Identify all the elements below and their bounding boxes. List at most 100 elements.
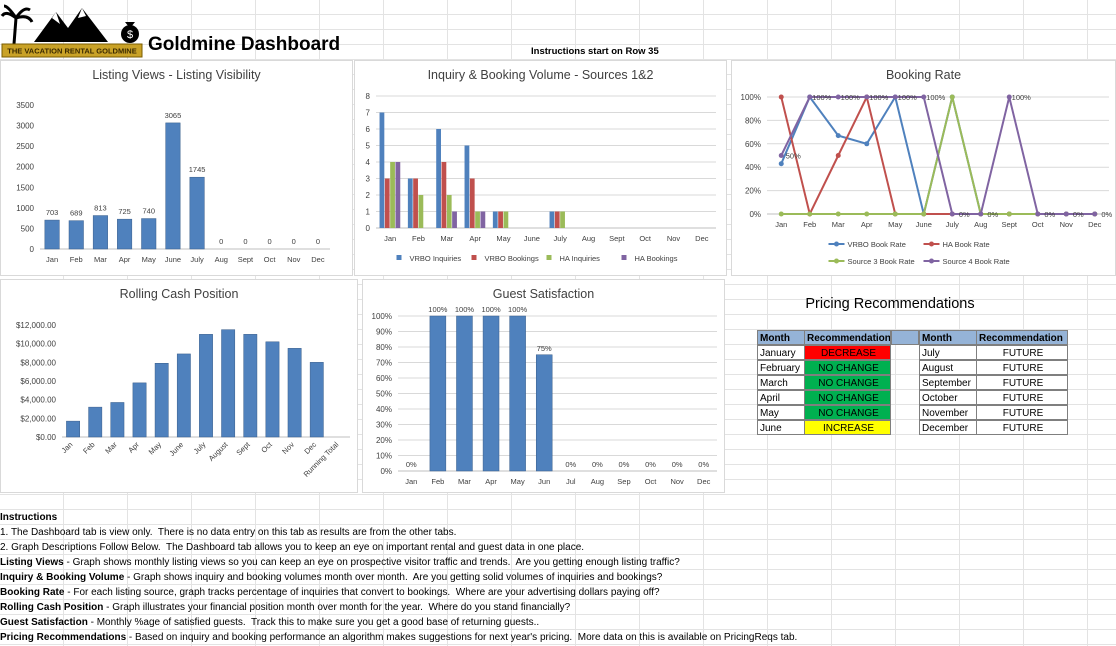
instruction-text: - Monthly %age of satisfied guests. Trac… — [87, 617, 540, 628]
point — [835, 94, 841, 100]
x-tick-label: Nov — [667, 234, 681, 243]
data-label: 100% — [455, 305, 475, 314]
data-label: 0 — [219, 237, 223, 246]
bar — [165, 122, 181, 250]
legend-label: Source 4 Book Rate — [943, 257, 1010, 266]
y-tick-label: 100% — [372, 312, 392, 321]
point — [1006, 211, 1012, 217]
bar — [492, 211, 498, 228]
data-label: 100% — [841, 93, 861, 102]
header-cell: Month — [919, 330, 977, 345]
bar — [549, 211, 555, 228]
recommendation-cell: FUTURE — [976, 345, 1068, 360]
month-cell: March — [757, 375, 805, 390]
bar — [199, 334, 213, 438]
x-tick-label: Oct — [1032, 220, 1045, 229]
x-tick-label: Aug — [591, 477, 604, 486]
bar — [117, 218, 133, 250]
y-tick-label: $8,000.00 — [20, 358, 56, 367]
legend-label: HA Inquiries — [560, 254, 601, 263]
y-tick-label: 6 — [366, 125, 371, 134]
x-tick-label: Feb — [412, 234, 425, 243]
point — [835, 153, 841, 158]
x-tick-label: Mar — [832, 220, 845, 229]
data-label: 100% — [508, 305, 528, 314]
y-tick-label: 3 — [366, 175, 371, 184]
x-tick-label: Sep — [617, 477, 630, 486]
chart-title: Inquiry & Booking Volume - Sources 1&2 — [428, 68, 654, 82]
line — [780, 96, 1095, 215]
bar — [498, 211, 503, 228]
y-tick-label: 90% — [376, 328, 392, 337]
x-tick-label: May — [511, 477, 525, 486]
x-tick-label: Sept — [609, 234, 625, 243]
data-label: 703 — [46, 208, 59, 217]
instruction-text: - Based on inquiry and booking performan… — [126, 632, 798, 643]
instruction-text: - Graph shows monthly listing views so y… — [63, 557, 680, 568]
x-tick-label: Jan — [384, 234, 396, 243]
legend-marker — [834, 258, 839, 264]
bar — [482, 315, 500, 472]
data-label: 689 — [70, 209, 83, 218]
header-cell: Month — [757, 330, 805, 345]
data-label: 3065 — [165, 111, 182, 120]
legend-marker — [929, 241, 934, 247]
recommendation-cell: NO CHANGE — [804, 375, 891, 390]
instruction-text: - Graph shows inquiry and booking volume… — [124, 572, 663, 583]
y-tick-label: 500 — [21, 224, 35, 233]
point — [864, 94, 870, 100]
point — [835, 133, 841, 139]
y-tick-label: 0% — [380, 467, 392, 476]
point — [978, 211, 984, 217]
instruction-line: Rolling Cash Position - Graph illustrate… — [0, 600, 570, 615]
legend-label: Source 3 Book Rate — [848, 257, 915, 266]
bar — [413, 178, 418, 228]
data-label: 100% — [898, 93, 918, 102]
month-cell: November — [919, 405, 977, 420]
y-tick-label: $12,000.00 — [16, 321, 57, 330]
legend-label: VRBO Bookings — [485, 254, 539, 263]
x-tick-label: May — [142, 255, 156, 264]
logo-banner — [1, 43, 143, 58]
x-tick-label: Jan — [775, 220, 787, 229]
month-cell: January — [757, 345, 805, 360]
point — [921, 211, 927, 217]
x-tick-label: Mar — [94, 255, 107, 264]
point — [921, 94, 927, 100]
y-tick-label: 80% — [376, 343, 392, 352]
data-label: 0% — [592, 460, 603, 469]
y-tick-label: 2 — [366, 191, 371, 200]
recommendation-cell: NO CHANGE — [804, 360, 891, 375]
instruction-lead: Listing Views — [0, 557, 64, 568]
instruction-line: Guest Satisfaction - Monthly %age of sat… — [0, 615, 539, 630]
header-cell: Recommendation — [976, 330, 1068, 345]
bar — [44, 219, 60, 250]
x-tick-label: Jan — [405, 477, 417, 486]
x-tick-label: Sept — [1002, 220, 1018, 229]
bar — [287, 348, 302, 438]
instruction-text: - For each listing source, graph tracks … — [64, 587, 660, 598]
bar — [535, 354, 553, 472]
y-tick-label: 80% — [745, 116, 761, 125]
bar — [436, 129, 441, 228]
pricing-table: Month Recommendation January DECREASE Februa… — [757, 330, 1069, 435]
x-tick-label: Oct — [639, 234, 652, 243]
x-tick-label: Feb — [803, 220, 816, 229]
y-tick-label: 2000 — [16, 163, 34, 172]
logo: $ THE VACATION RENTAL GOLDMINE — [0, 4, 143, 58]
legend-swatch — [621, 255, 627, 260]
data-label: 0% — [672, 460, 683, 469]
data-label: 100% — [1012, 93, 1032, 102]
point — [892, 211, 898, 217]
instruction-lead: Booking Rate — [0, 587, 65, 598]
month-cell: August — [919, 360, 977, 375]
instruction-lead: Rolling Cash Position — [0, 602, 104, 613]
y-tick-label: 7 — [366, 109, 371, 118]
instruction-line: Pricing Recommendations - Based on inqui… — [0, 630, 797, 645]
pricing-title: Pricing Recommendations — [805, 296, 975, 312]
recommendation-cell: NO CHANGE — [804, 390, 891, 405]
point — [778, 211, 784, 217]
y-tick-label: 60% — [745, 140, 761, 149]
money-bag-top — [125, 22, 135, 27]
y-tick-label: 0 — [366, 224, 371, 233]
